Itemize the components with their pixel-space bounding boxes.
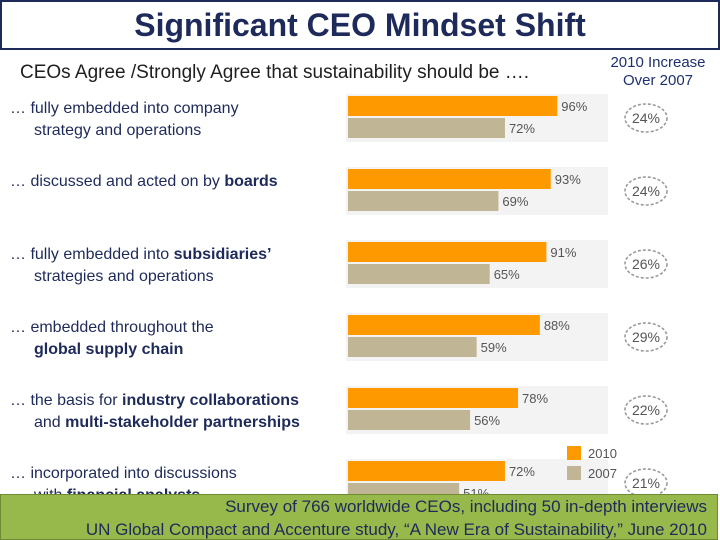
legend-swatch-2010 — [567, 446, 581, 460]
row-label-line: … fully embedded into company — [10, 98, 342, 120]
row-label-line: … fully embedded into subsidiaries’ — [10, 244, 342, 266]
row-label-line: … embedded throughout the — [10, 317, 342, 339]
title-box: Significant CEO Mindset Shift — [0, 0, 720, 50]
bar-value-label: 88% — [544, 318, 570, 333]
label-segment: industry collaborations — [122, 392, 299, 409]
legend-swatch-2007 — [567, 466, 581, 480]
increase-value: 29% — [632, 329, 660, 345]
row-label-line: and multi-stakeholder partnerships — [10, 412, 342, 434]
bar-value-label: 51% — [463, 486, 489, 494]
label-segment: … discussed and acted on by — [10, 173, 225, 190]
row-label-line: … the basis for industry collaborations — [10, 390, 342, 412]
bar-2007 — [348, 118, 505, 138]
bar-value-label: 91% — [550, 245, 576, 260]
footer: Survey of 766 worldwide CEOs, including … — [0, 494, 718, 540]
bar-value-label: 59% — [481, 340, 507, 355]
label-segment: … incorporated into discussions — [10, 465, 237, 482]
row-label-line: … incorporated into discussions — [10, 463, 342, 485]
bar-value-label: 78% — [522, 391, 548, 406]
label-segment: boards — [224, 173, 278, 190]
bar-value-label: 72% — [509, 121, 535, 136]
bar-2010 — [348, 388, 519, 408]
bar-value-label: 72% — [509, 464, 535, 479]
label-segment: and — [34, 414, 66, 431]
increase-circle — [624, 249, 668, 279]
label-segment: … the basis for — [10, 392, 123, 409]
row-label-line: strategies and operations — [10, 266, 342, 288]
slide-title: Significant CEO Mindset Shift — [134, 6, 586, 43]
increase-value: 22% — [632, 402, 660, 418]
label-segment: … fully embedded into company — [10, 100, 239, 117]
increase-circle — [624, 103, 668, 133]
bar-2007 — [348, 191, 499, 211]
row-label: … the basis for industry collaborations a… — [10, 390, 342, 434]
bar-value-label: 65% — [494, 267, 520, 282]
increase-circle — [624, 468, 668, 494]
label-segment: … embedded throughout the — [10, 319, 214, 336]
bar-2007 — [348, 337, 477, 357]
bar-2010 — [348, 169, 551, 189]
row-label: … fully embedded into company strategy an… — [10, 98, 342, 142]
bar-value-label: 96% — [561, 99, 587, 114]
increase-header-line2: Over 2007 — [622, 72, 694, 89]
label-segment: … fully embedded into — [10, 246, 174, 263]
bar-2010 — [348, 461, 505, 481]
label-segment: subsidiaries’ — [173, 246, 272, 263]
increase-value: 26% — [632, 256, 660, 272]
row-label: … embedded throughout the global supply c… — [10, 317, 342, 361]
bar-2007 — [348, 483, 460, 494]
bar-2010 — [348, 315, 540, 335]
increase-circle — [624, 395, 668, 425]
bar-2007 — [348, 264, 490, 284]
increase-header-line1: 2010 Increase — [610, 54, 706, 71]
bar-value-label: 56% — [474, 413, 500, 428]
bar-2007 — [348, 410, 471, 430]
increase-circle — [624, 322, 668, 352]
increase-value: 21% — [632, 475, 660, 491]
bar-value-label: 69% — [502, 194, 528, 209]
increase-circle — [624, 176, 668, 206]
footer-line1: Survey of 766 worldwide CEOs, including … — [225, 497, 707, 516]
increase-value: 24% — [632, 183, 660, 199]
label-segment: multi-stakeholder partnerships — [65, 414, 300, 431]
bar-2010 — [348, 96, 558, 116]
bar-2010 — [348, 242, 547, 262]
row-label: … fully embedded into subsidiaries’ strat… — [10, 244, 342, 288]
label-segment: global supply chain — [34, 341, 184, 358]
footer-line2: UN Global Compact and Accenture study, “… — [85, 520, 707, 539]
increase-header: 2010 Increase Over 2007 — [600, 54, 716, 90]
label-segment: strategies and operations — [34, 268, 214, 285]
bar-chart: 96% 72% 24% 93% 69% 24% 91% 65% 26% 88% 59% 29% 78% 5… — [346, 94, 668, 494]
label-segment: strategy and operations — [34, 122, 202, 139]
bar-value-label: 93% — [555, 172, 581, 187]
row-label-line: global supply chain — [10, 339, 342, 361]
subtitle: CEOs Agree /Strongly Agree that sustaina… — [20, 62, 530, 83]
legend-label: 2010 — [588, 446, 617, 461]
increase-value: 24% — [632, 110, 660, 126]
row-label-line: strategy and operations — [10, 120, 342, 142]
legend-label: 2007 — [588, 466, 617, 481]
row-label-line: … discussed and acted on by boards — [10, 171, 342, 193]
row-label: … discussed and acted on by boards — [10, 171, 342, 193]
